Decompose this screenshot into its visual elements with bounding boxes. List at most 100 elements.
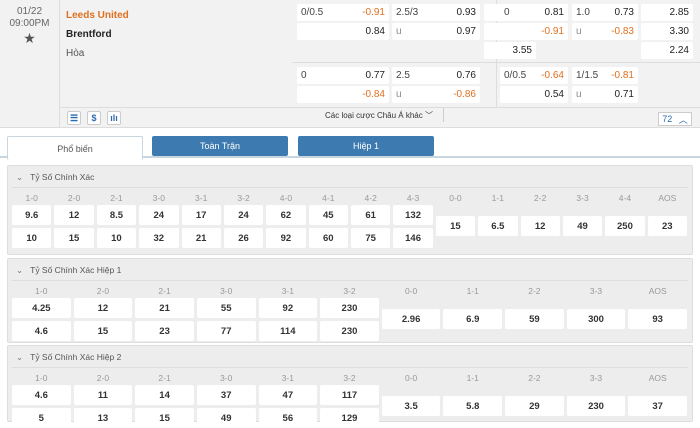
odds-box-home[interactable]: 24 — [139, 205, 179, 225]
chevron-down-icon[interactable]: ⌄ — [16, 265, 24, 275]
odds-box-home[interactable]: 55 — [196, 298, 256, 318]
tab-full-match[interactable]: Toàn Trận — [152, 136, 288, 156]
odds-cell[interactable]: 0.84 — [297, 23, 389, 40]
odds-box-home[interactable]: 230 — [320, 298, 379, 318]
odds-box-away[interactable]: 75 — [351, 228, 391, 248]
odds-box-home[interactable]: 37 — [196, 385, 256, 405]
odds-box-away[interactable]: 15 — [73, 321, 133, 341]
odds-cell[interactable]: 2.5/3 0.93 — [392, 4, 480, 21]
odds-box-away[interactable]: 23 — [135, 321, 194, 341]
odds-box-home[interactable]: 21 — [135, 298, 194, 318]
odds-cell[interactable]: 0.54 — [500, 86, 568, 103]
odds-value: 0.97 — [456, 26, 476, 37]
odds-cell[interactable]: 0/0.5 -0.64 — [500, 67, 568, 84]
odds-box-away[interactable]: 146 — [393, 228, 433, 248]
odds-cell[interactable]: -0.91 — [500, 23, 568, 40]
odds-box-away[interactable]: 10 — [12, 228, 52, 248]
odds-line: 0 — [301, 70, 307, 81]
chevron-down-icon[interactable]: ⌄ — [16, 172, 24, 182]
section-title[interactable]: ⌄ Tỷ Số Chính Xác Hiệp 1 — [16, 265, 121, 276]
odds-box-home[interactable]: 61 — [351, 205, 391, 225]
odds-box-away[interactable]: 13 — [73, 408, 133, 428]
favorite-star-icon[interactable]: ★ — [23, 30, 36, 46]
odds-box-away[interactable]: 60 — [308, 228, 348, 248]
odds-cell[interactable]: -0.84 — [297, 86, 389, 103]
odds-box-home[interactable]: 132 — [393, 205, 433, 225]
odds-1x2[interactable]: 2.24 — [641, 42, 693, 59]
odds-box-away[interactable]: 56 — [258, 408, 318, 428]
odds-box-draw[interactable]: 59 — [505, 309, 564, 329]
odds-cell[interactable]: 0 0.77 — [297, 67, 389, 84]
odds-cell[interactable]: u 0.71 — [572, 86, 638, 103]
odds-1x2[interactable]: 3.30 — [641, 23, 693, 40]
odds-1x2[interactable]: 3.55 — [484, 42, 536, 59]
odds-box-draw[interactable]: 23 — [647, 216, 687, 236]
odds-box-away[interactable]: 15 — [54, 228, 94, 248]
odds-box-away[interactable]: 49 — [196, 408, 256, 428]
odds-box-home[interactable]: 24 — [223, 205, 264, 225]
odds-cell[interactable]: u -0.86 — [392, 86, 480, 103]
odds-box-draw[interactable]: 6.9 — [443, 309, 503, 329]
odds-cell[interactable]: u -0.83 — [572, 23, 638, 40]
score-section: ⌄ Tỷ Số Chính Xác Hiệp 2 1-0 4.6 5 2-0 11 13 2-1… — [7, 345, 693, 428]
dollar-icon[interactable]: $ — [87, 111, 101, 125]
chevron-down-icon[interactable]: ⌄ — [16, 352, 24, 362]
odds-box-draw[interactable]: 230 — [566, 396, 626, 416]
tab-first-half[interactable]: Hiệp 1 — [298, 136, 434, 156]
odds-cell[interactable]: 2.5 0.76 — [392, 67, 480, 84]
odds-cell[interactable]: 0 0.81 — [500, 4, 568, 21]
odds-box-draw[interactable]: 3.5 — [381, 396, 441, 416]
odds-box-away[interactable]: 32 — [139, 228, 179, 248]
odds-box-away[interactable]: 77 — [196, 321, 256, 341]
odds-box-away[interactable]: 230 — [320, 321, 379, 341]
odds-box-draw[interactable]: 93 — [628, 309, 687, 329]
list-icon[interactable]: ☰ — [67, 111, 81, 125]
odds-box-home[interactable]: 14 — [135, 385, 194, 405]
odds-box-home[interactable]: 9.6 — [12, 205, 52, 225]
bet-count-button[interactable]: 72 ︿ — [658, 112, 692, 126]
odds-box-draw[interactable]: 6.5 — [478, 216, 518, 236]
odds-box-home[interactable]: 8.5 — [96, 205, 137, 225]
tab-popular[interactable]: Phổ biến — [7, 136, 143, 160]
odds-box-away[interactable]: 15 — [135, 408, 194, 428]
section-title[interactable]: ⌄ Tỷ Số Chính Xác — [16, 172, 94, 183]
odds-box-away[interactable]: 4.6 — [12, 321, 71, 341]
score-header: 2-0 — [96, 373, 110, 383]
odds-cell[interactable]: 1/1.5 -0.81 — [572, 67, 638, 84]
more-asian-bets-button[interactable]: Các loại cược Châu Á khác ﹀ — [315, 108, 444, 122]
odds-box-away[interactable]: 26 — [223, 228, 264, 248]
odds-box-draw[interactable]: 2.96 — [381, 309, 441, 329]
odds-cell[interactable]: u 0.97 — [392, 23, 480, 40]
odds-box-home[interactable]: 117 — [320, 385, 379, 405]
odds-cell[interactable]: 1.0 0.73 — [572, 4, 638, 21]
odds-box-home[interactable]: 4.6 — [12, 385, 71, 405]
odds-box-draw[interactable]: 12 — [520, 216, 560, 236]
odds-box-home[interactable]: 17 — [181, 205, 221, 225]
odds-box-away[interactable]: 114 — [258, 321, 318, 341]
odds-box-draw[interactable]: 5.8 — [443, 396, 503, 416]
odds-box-draw[interactable]: 300 — [566, 309, 626, 329]
odds-box-away[interactable]: 129 — [320, 408, 379, 428]
odds-box-away[interactable]: 5 — [12, 408, 71, 428]
odds-box-draw[interactable]: 37 — [628, 396, 687, 416]
score-header: 1-1 — [491, 193, 504, 203]
odds-box-home[interactable]: 62 — [266, 205, 306, 225]
chart-icon[interactable]: ılı — [107, 111, 121, 125]
odds-cell[interactable]: 0/0.5 -0.91 — [297, 4, 389, 21]
odds-box-draw[interactable]: 29 — [505, 396, 564, 416]
odds-box-home[interactable]: 11 — [73, 385, 133, 405]
odds-box-away[interactable]: 92 — [266, 228, 306, 248]
odds-box-home[interactable]: 4.25 — [12, 298, 71, 318]
odds-1x2[interactable]: 2.85 — [641, 4, 693, 21]
odds-box-home[interactable]: 47 — [258, 385, 318, 405]
odds-box-home[interactable]: 12 — [54, 205, 94, 225]
odds-box-home[interactable]: 45 — [308, 205, 348, 225]
odds-box-home[interactable]: 92 — [258, 298, 318, 318]
odds-box-draw[interactable]: 15 — [435, 216, 476, 236]
odds-box-home[interactable]: 12 — [73, 298, 133, 318]
odds-box-away[interactable]: 21 — [181, 228, 221, 248]
section-title[interactable]: ⌄ Tỷ Số Chính Xác Hiệp 2 — [16, 352, 121, 363]
odds-box-draw[interactable]: 49 — [562, 216, 603, 236]
odds-box-away[interactable]: 10 — [96, 228, 137, 248]
odds-box-draw[interactable]: 250 — [605, 216, 645, 236]
